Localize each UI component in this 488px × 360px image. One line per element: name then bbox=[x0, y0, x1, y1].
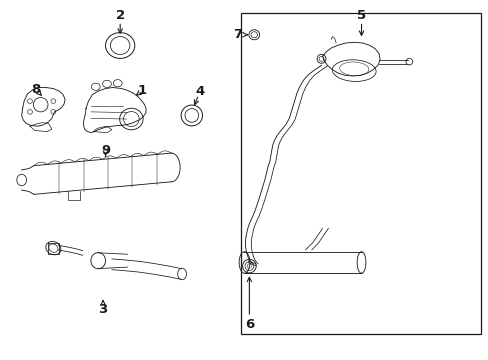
Text: 7: 7 bbox=[233, 28, 242, 41]
Ellipse shape bbox=[356, 252, 365, 273]
Text: 5: 5 bbox=[356, 9, 366, 22]
Text: 9: 9 bbox=[101, 144, 110, 157]
Text: 6: 6 bbox=[244, 318, 253, 331]
Text: 2: 2 bbox=[115, 9, 124, 22]
Text: 8: 8 bbox=[31, 83, 41, 96]
Text: 1: 1 bbox=[137, 84, 146, 97]
Text: 4: 4 bbox=[195, 85, 204, 98]
Text: 3: 3 bbox=[98, 303, 107, 316]
Ellipse shape bbox=[120, 108, 143, 130]
Bar bbox=[241, 13, 480, 334]
